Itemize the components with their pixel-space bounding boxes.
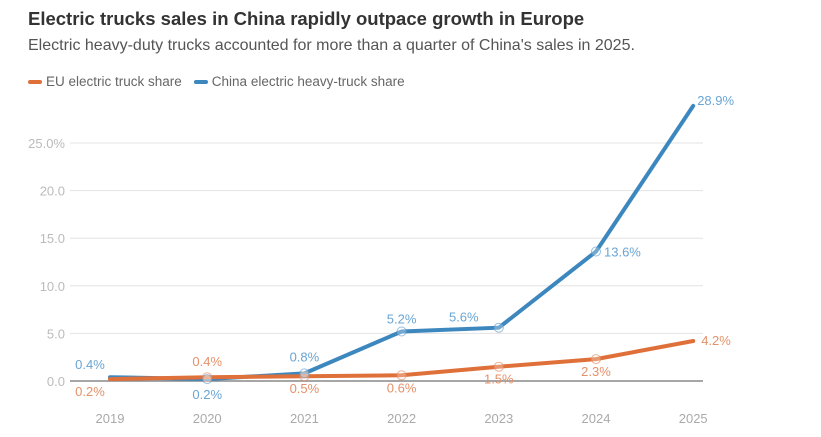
legend-label-china: China electric heavy-truck share <box>211 74 405 89</box>
x-tick-label: 2023 <box>484 411 513 426</box>
legend-label-eu: EU electric truck share <box>46 74 182 89</box>
data-label: 0.4% <box>75 357 105 372</box>
data-point <box>493 322 504 333</box>
y-tick-label: 20.0 <box>40 184 65 199</box>
x-tick-label: 2020 <box>193 411 222 426</box>
data-label: 0.5% <box>290 381 320 396</box>
legend-item-china: China electric heavy-truck share <box>193 74 405 89</box>
series-line-china <box>108 103 696 382</box>
data-label: 0.6% <box>387 380 417 395</box>
x-tick-label: 2021 <box>290 411 319 426</box>
x-tick-label: 2019 <box>96 411 125 426</box>
y-tick-label: 5.0 <box>47 326 65 341</box>
data-point <box>591 246 601 257</box>
data-point <box>396 326 407 337</box>
data-label: 1.5% <box>484 372 514 387</box>
data-label: 0.2% <box>192 387 222 402</box>
data-point <box>299 368 310 379</box>
data-point <box>396 370 407 381</box>
legend-swatch-china <box>193 79 208 84</box>
legend: EU electric truck share China electric h… <box>28 74 405 89</box>
data-label: 4.2% <box>701 333 731 348</box>
data-label: 0.2% <box>75 384 105 399</box>
y-tick-label: 15.0 <box>40 231 65 246</box>
y-tick-label: 0.0 <box>47 374 65 389</box>
data-label: 5.2% <box>387 311 417 326</box>
legend-swatch-eu <box>28 79 42 84</box>
x-tick-label: 2024 <box>582 411 611 426</box>
x-tick-label: 2025 <box>679 411 708 426</box>
data-point <box>493 361 504 372</box>
y-tick-label: 25.0% <box>28 136 65 151</box>
x-tick-label: 2022 <box>387 411 416 426</box>
legend-item-eu: EU electric truck share <box>28 74 182 89</box>
y-tick-label: 10.0 <box>40 279 65 294</box>
data-label: 0.4% <box>192 354 222 369</box>
data-label: 0.8% <box>290 349 320 364</box>
data-label: 5.6% <box>449 310 479 325</box>
data-label: 13.6% <box>604 245 641 260</box>
data-label: 2.3% <box>581 364 611 379</box>
data-label: 28.9% <box>697 93 734 108</box>
data-point <box>202 374 213 385</box>
chart-title: Electric trucks sales in China rapidly o… <box>28 8 585 29</box>
series-line-eu <box>108 339 696 382</box>
chart-subtitle: Electric heavy-duty trucks accounted for… <box>28 37 635 54</box>
data-point <box>299 371 310 382</box>
data-point <box>591 354 601 365</box>
